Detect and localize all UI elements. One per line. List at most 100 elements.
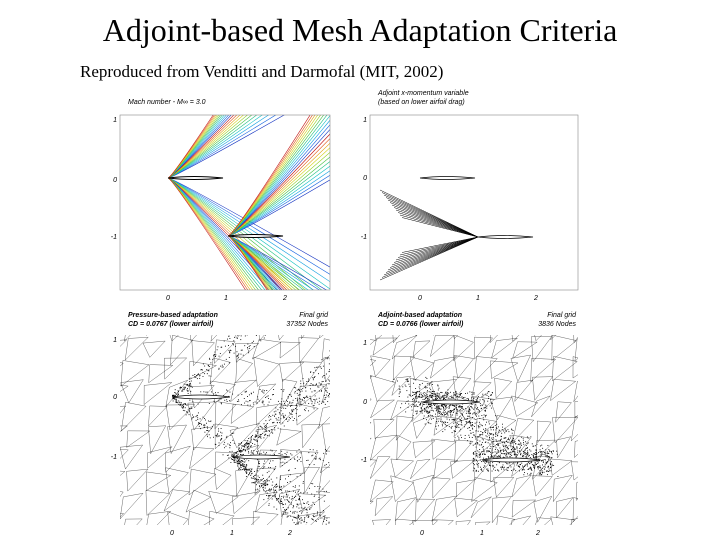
mesh-node [498, 456, 500, 458]
mesh-node [324, 303, 325, 304]
mesh-node [282, 292, 283, 293]
mesh-node [479, 411, 480, 413]
mesh-node [251, 473, 253, 475]
mesh-node [266, 396, 268, 398]
mesh-node [179, 402, 181, 404]
mesh-node [437, 425, 439, 427]
mesh-node [467, 415, 469, 417]
airfoil [481, 457, 541, 463]
mesh-node [261, 401, 263, 403]
mesh-node [546, 456, 548, 458]
mesh-node [488, 434, 490, 436]
mesh-node [319, 513, 321, 515]
mesh-node [412, 398, 414, 400]
mesh-node [283, 417, 285, 419]
mesh-node [454, 430, 456, 432]
mesh-node [465, 412, 467, 414]
mesh-node [236, 401, 238, 402]
mesh-node [474, 464, 475, 466]
mesh-node [426, 411, 428, 413]
mesh-node [328, 462, 330, 464]
mesh-node [523, 468, 524, 470]
mesh-node [204, 426, 206, 428]
mesh-node [204, 418, 205, 420]
mesh-node [483, 403, 485, 405]
mesh-node [315, 369, 317, 371]
mesh-node [240, 339, 242, 341]
mesh-node [201, 424, 202, 426]
mesh-node [478, 451, 480, 453]
mesh-node [324, 397, 326, 398]
mesh-node [267, 480, 269, 482]
mesh-node [321, 402, 323, 404]
mesh-node [535, 450, 537, 451]
mesh-node [256, 479, 257, 481]
mesh-node [322, 296, 323, 297]
mesh-node [484, 442, 486, 443]
mesh-node [207, 427, 209, 429]
mesh-node [430, 423, 432, 425]
mesh-node [238, 458, 240, 460]
mesh-node [298, 388, 300, 390]
mesh-node [429, 387, 431, 389]
mesh-node [501, 466, 503, 468]
mesh-cell [279, 488, 301, 518]
mesh-cell [370, 375, 396, 402]
mesh-node [538, 458, 540, 460]
mesh-cell [590, 501, 618, 520]
mesh-node [271, 431, 273, 433]
mesh-node [458, 417, 460, 419]
airfoil [419, 176, 476, 180]
mesh-node [412, 397, 414, 399]
mesh-node [539, 460, 540, 461]
mesh-node [253, 404, 255, 406]
mesh-node [426, 409, 428, 411]
mesh-node [464, 434, 466, 436]
mesh-node [284, 281, 285, 282]
mesh-node [232, 393, 234, 395]
mesh-node [235, 453, 237, 455]
mesh-node [445, 393, 447, 395]
mesh-node [434, 416, 436, 418]
mesh-node [545, 455, 547, 457]
mesh-node [548, 456, 550, 457]
mesh-node [228, 457, 230, 459]
mesh-node [254, 481, 256, 483]
mesh-node [245, 449, 247, 451]
mesh-cell [164, 357, 188, 380]
mesh-node [275, 407, 277, 409]
mesh-node [312, 379, 314, 381]
mesh-node [557, 476, 559, 477]
mesh-node [277, 400, 279, 402]
mesh-node [258, 310, 259, 311]
mesh-node [473, 457, 474, 459]
mesh-node [478, 409, 479, 411]
mesh-node [433, 391, 435, 393]
adjoint-line [379, 236, 479, 281]
mesh-node [399, 391, 401, 393]
mesh-node [282, 415, 284, 417]
mesh-node [275, 486, 277, 487]
mesh-node [306, 512, 308, 514]
mesh-node [281, 319, 282, 320]
mesh-node [324, 235, 325, 236]
mesh-node [426, 397, 428, 398]
mesh-cell [120, 491, 124, 497]
mesh-node [319, 459, 321, 461]
mesh-node [470, 422, 472, 424]
mesh-node [245, 390, 247, 392]
mesh-cell [454, 497, 478, 518]
mesh-node [265, 452, 267, 454]
mesh-node [247, 404, 249, 406]
mesh-node [416, 396, 417, 398]
mesh-node [221, 366, 223, 368]
mesh-node [379, 455, 380, 456]
mesh-node [285, 511, 287, 513]
mesh-node [473, 435, 475, 437]
mesh-node [276, 419, 278, 421]
mesh-node [304, 402, 306, 404]
mesh-node [470, 406, 472, 408]
mesh-node [494, 445, 496, 447]
mesh-node [270, 398, 272, 400]
